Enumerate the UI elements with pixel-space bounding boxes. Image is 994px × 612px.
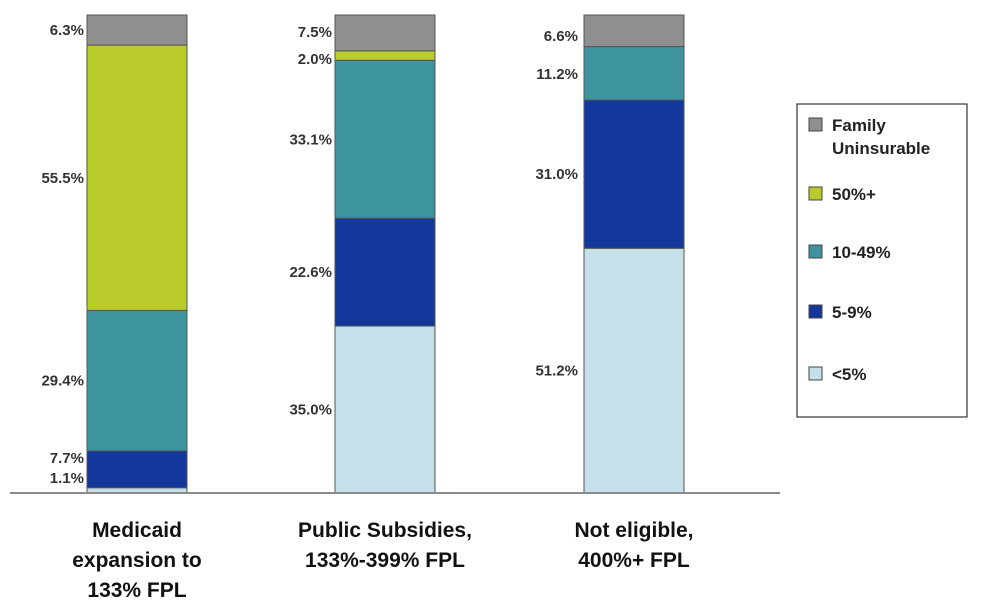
data-label: 31.0%	[535, 166, 578, 183]
data-label: 29.4%	[41, 373, 84, 390]
category-label: Public Subsidies,	[298, 519, 472, 542]
data-label: 2.0%	[298, 51, 332, 68]
data-label: 7.5%	[298, 24, 332, 41]
bar-segment	[583, 46, 685, 101]
legend-box	[796, 103, 968, 418]
legend-label: 10-49%	[832, 243, 891, 262]
bar-segment	[86, 44, 188, 311]
legend-label: Family	[832, 116, 886, 135]
legend: Family Uninsurable 50%+ 10-49% 5-9% <5%	[796, 103, 968, 418]
legend-label: <5%	[832, 365, 867, 384]
category-label: 133%-399% FPL	[305, 549, 465, 572]
data-label: 35.0%	[289, 402, 332, 419]
data-label: 11.2%	[536, 66, 578, 83]
legend-swatch	[808, 244, 823, 259]
bar-segment	[86, 450, 188, 489]
legend-swatch	[808, 117, 823, 132]
bar-segment	[334, 14, 436, 52]
category-label: 400%+ FPL	[578, 549, 690, 572]
legend-swatch	[808, 366, 823, 381]
legend-swatch	[808, 304, 823, 319]
bar-segment	[334, 50, 436, 61]
legend-label: Uninsurable	[832, 139, 930, 158]
bar-segment	[86, 14, 188, 46]
data-label: 51.2%	[535, 363, 578, 380]
category-label: Not eligible,	[574, 519, 693, 542]
category-label: expansion to	[72, 549, 202, 572]
bar-segment	[334, 325, 436, 494]
legend-label: 5-9%	[832, 303, 872, 322]
category-labels-layer: Medicaid expansion to 133% FPL Public Subsi…	[72, 519, 693, 602]
data-label: 33.1%	[289, 131, 332, 148]
bar-segment	[583, 99, 685, 249]
bar-segment	[583, 14, 685, 48]
bar-segment	[86, 309, 188, 452]
legend-label: 50%+	[832, 185, 876, 204]
bars-layer	[86, 14, 685, 494]
data-label: 7.7%	[50, 450, 84, 467]
data-label: 6.3%	[50, 22, 84, 39]
legend-swatch	[808, 186, 823, 201]
bar-segment	[583, 247, 685, 494]
data-label: 1.1%	[50, 470, 84, 487]
bar-segment	[334, 59, 436, 219]
data-label: 55.5%	[41, 170, 84, 187]
value-labels-layer: 1.1% 7.7% 29.4% 55.5% 6.3% 35.0% 22.6% 33.1% 2.0…	[41, 22, 578, 487]
data-label: 6.6%	[544, 28, 578, 45]
category-label: Medicaid	[92, 519, 182, 542]
category-label: 133% FPL	[87, 579, 186, 602]
data-label: 22.6%	[289, 264, 332, 281]
bar-segment	[334, 217, 436, 327]
